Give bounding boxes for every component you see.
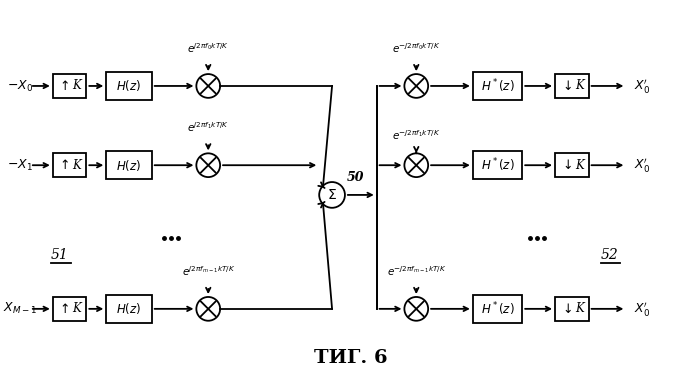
Text: $e^{-j2\pi f_{m-1}kT/K}$: $e^{-j2\pi f_{m-1}kT/K}$ xyxy=(387,264,446,278)
Bar xyxy=(555,74,589,98)
Bar xyxy=(106,295,152,323)
Text: K: K xyxy=(73,80,81,93)
Bar xyxy=(555,297,589,321)
Text: 52: 52 xyxy=(600,248,619,262)
Text: K: K xyxy=(575,80,584,93)
Text: $H^*(z)$: $H^*(z)$ xyxy=(481,300,514,318)
Bar xyxy=(52,297,87,321)
Bar xyxy=(473,152,522,179)
Text: $\Sigma$: $\Sigma$ xyxy=(327,188,337,202)
Text: $\downarrow$: $\downarrow$ xyxy=(560,158,572,172)
Text: $H^*(z)$: $H^*(z)$ xyxy=(481,156,514,174)
Bar xyxy=(555,153,589,177)
Text: $\downarrow$: $\downarrow$ xyxy=(560,302,572,316)
Text: $e^{-j2\pi f_0kT/K}$: $e^{-j2\pi f_0kT/K}$ xyxy=(392,41,440,55)
Text: $\uparrow$: $\uparrow$ xyxy=(57,158,70,172)
Bar xyxy=(106,152,152,179)
Bar xyxy=(106,72,152,100)
Text: $H(z)$: $H(z)$ xyxy=(116,302,142,316)
Text: $X_0'$: $X_0'$ xyxy=(634,156,650,174)
Text: 50: 50 xyxy=(347,171,364,184)
Text: $e^{j2\pi f_0kT/K}$: $e^{j2\pi f_0kT/K}$ xyxy=(187,41,229,55)
Text: $e^{-j2\pi f_1kT/K}$: $e^{-j2\pi f_1kT/K}$ xyxy=(392,129,440,142)
Text: $H(z)$: $H(z)$ xyxy=(116,158,142,173)
Text: $e^{j2\pi f_1kT/K}$: $e^{j2\pi f_1kT/K}$ xyxy=(187,121,229,135)
Text: K: K xyxy=(73,159,81,172)
Text: $X_{M-1}$: $X_{M-1}$ xyxy=(3,301,37,316)
Text: $\uparrow$: $\uparrow$ xyxy=(57,302,70,316)
Text: $X_0'$: $X_0'$ xyxy=(634,300,650,318)
Bar xyxy=(473,72,522,100)
Bar xyxy=(473,295,522,323)
Text: K: K xyxy=(73,302,81,315)
Text: $\uparrow$: $\uparrow$ xyxy=(57,79,70,93)
Text: $X_0'$: $X_0'$ xyxy=(634,77,650,95)
Text: $H^*(z)$: $H^*(z)$ xyxy=(481,77,514,95)
Text: $e^{j2\pi f_{m-1}kT/K}$: $e^{j2\pi f_{m-1}kT/K}$ xyxy=(182,264,235,278)
Text: K: K xyxy=(575,302,584,315)
Text: $-X_0$: $-X_0$ xyxy=(7,78,33,93)
Text: $H(z)$: $H(z)$ xyxy=(116,78,142,93)
Text: ΤИГ. 6: ΤИГ. 6 xyxy=(314,350,388,368)
Text: $\downarrow$: $\downarrow$ xyxy=(560,79,572,93)
Text: K: K xyxy=(575,159,584,172)
Bar xyxy=(52,153,87,177)
Text: 51: 51 xyxy=(51,248,69,262)
Bar xyxy=(52,74,87,98)
Text: $-X_1$: $-X_1$ xyxy=(7,158,33,173)
